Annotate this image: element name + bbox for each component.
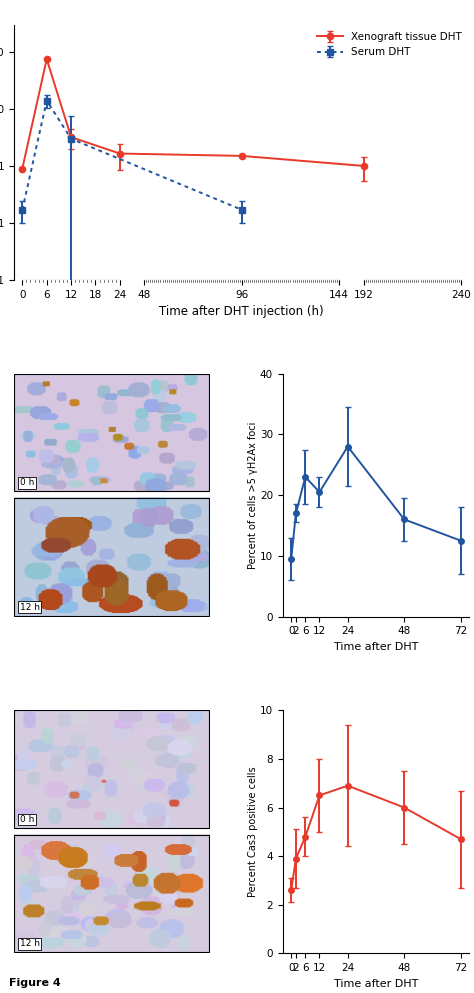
Text: 0 h: 0 h (20, 479, 34, 488)
Bar (14, 498, 209, 616)
Bar (14, 373, 209, 492)
Y-axis label: Percent of cells >5 γH2Ax foci: Percent of cells >5 γH2Ax foci (248, 421, 258, 569)
X-axis label: Time after DHT: Time after DHT (334, 641, 418, 651)
Text: 12 h: 12 h (20, 603, 40, 612)
X-axis label: Time after DHT injection (h): Time after DHT injection (h) (159, 305, 324, 318)
Y-axis label: Percent Cas3 positive cells: Percent Cas3 positive cells (248, 767, 258, 897)
Text: 0 h: 0 h (20, 815, 34, 824)
Bar (14, 835, 209, 952)
Bar (122, 275, 142, 280)
Text: Figure 4: Figure 4 (9, 978, 61, 988)
Text: 12 h: 12 h (20, 939, 40, 948)
X-axis label: Time after DHT: Time after DHT (334, 978, 418, 989)
Bar (14, 710, 209, 828)
Legend: Xenograft tissue DHT, Serum DHT: Xenograft tissue DHT, Serum DHT (315, 30, 464, 60)
Bar (343, 275, 362, 280)
